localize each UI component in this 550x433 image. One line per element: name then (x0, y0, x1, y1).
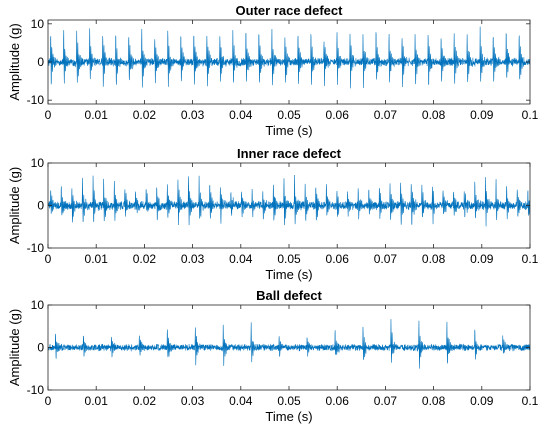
x-tick-label: 0.07 (374, 394, 398, 408)
y-tick-label: -10 (27, 241, 45, 255)
subplot-3: 0 0.01 0.02 0.03 0.04 0.05 0.06 0.07 0.08 0.09 0.1… (7, 288, 539, 424)
x-tick-label: 0.09 (470, 108, 494, 122)
subplot-1: 0 0.01 0.02 0.03 0.04 0.05 0.06 0.07 0.08 0.09 0.1… (7, 3, 539, 138)
x-tick-label: 0.05 (277, 108, 301, 122)
y-tick-label: 0 (37, 341, 44, 355)
x-tick-label: 0.01 (85, 108, 109, 122)
y-tick-label: -10 (27, 93, 45, 107)
x-tick-label: 0.03 (181, 252, 205, 266)
x-tick-label: 0.1 (522, 394, 539, 408)
x-tick-label: 0.04 (229, 108, 253, 122)
x-tick-label: 0.09 (470, 252, 494, 266)
x-tick-label: 0.01 (85, 394, 109, 408)
x-tick-label: 0.04 (229, 252, 253, 266)
x-tick-label: 0.05 (277, 252, 301, 266)
signal-line (48, 174, 530, 227)
x-tick-label: 0.08 (422, 394, 446, 408)
subplot-2: 0 0.01 0.02 0.03 0.04 0.05 0.06 0.07 0.08 0.09 0.1… (7, 146, 539, 282)
x-tick-label: 0.04 (229, 394, 253, 408)
x-axis-label: Time (s) (265, 409, 312, 424)
subplot-title: Ball defect (256, 288, 322, 303)
x-tick-label: 0.02 (133, 394, 157, 408)
y-tick-label: 10 (31, 17, 45, 31)
y-tick-label: 0 (37, 199, 44, 213)
x-tick-label: 0 (45, 252, 52, 266)
subplot-title: Outer race defect (236, 3, 344, 18)
y-tick-label: 10 (31, 156, 45, 170)
x-axis-label: Time (s) (265, 123, 312, 138)
y-tick-label: -10 (27, 383, 45, 397)
x-tick-label: 0.1 (522, 108, 539, 122)
x-tick-label: 0.03 (181, 394, 205, 408)
x-tick-label: 0.07 (374, 108, 398, 122)
y-axis-label: Amplitude (g) (7, 167, 22, 244)
x-tick-label: 0.02 (133, 108, 157, 122)
x-tick-label: 0.08 (422, 252, 446, 266)
x-tick-label: 0.02 (133, 252, 157, 266)
y-tick-label: 0 (37, 55, 44, 69)
x-tick-label: 0 (45, 108, 52, 122)
x-tick-label: 0.03 (181, 108, 205, 122)
x-tick-label: 0 (45, 394, 52, 408)
y-tick-label: 10 (31, 298, 45, 312)
y-axis-label: Amplitude (g) (7, 309, 22, 386)
x-tick-label: 0.06 (326, 394, 350, 408)
subplot-title: Inner race defect (237, 146, 342, 161)
x-tick-label: 0.07 (374, 252, 398, 266)
x-axis-label: Time (s) (265, 267, 312, 282)
signal-line (48, 319, 530, 369)
x-tick-label: 0.06 (326, 108, 350, 122)
x-tick-label: 0.1 (522, 252, 539, 266)
x-tick-label: 0.05 (277, 394, 301, 408)
signal-line (48, 26, 530, 89)
x-tick-label: 0.01 (85, 252, 109, 266)
x-tick-label: 0.06 (326, 252, 350, 266)
x-tick-label: 0.09 (470, 394, 494, 408)
x-tick-label: 0.08 (422, 108, 446, 122)
y-axis-label: Amplitude (g) (7, 23, 22, 100)
